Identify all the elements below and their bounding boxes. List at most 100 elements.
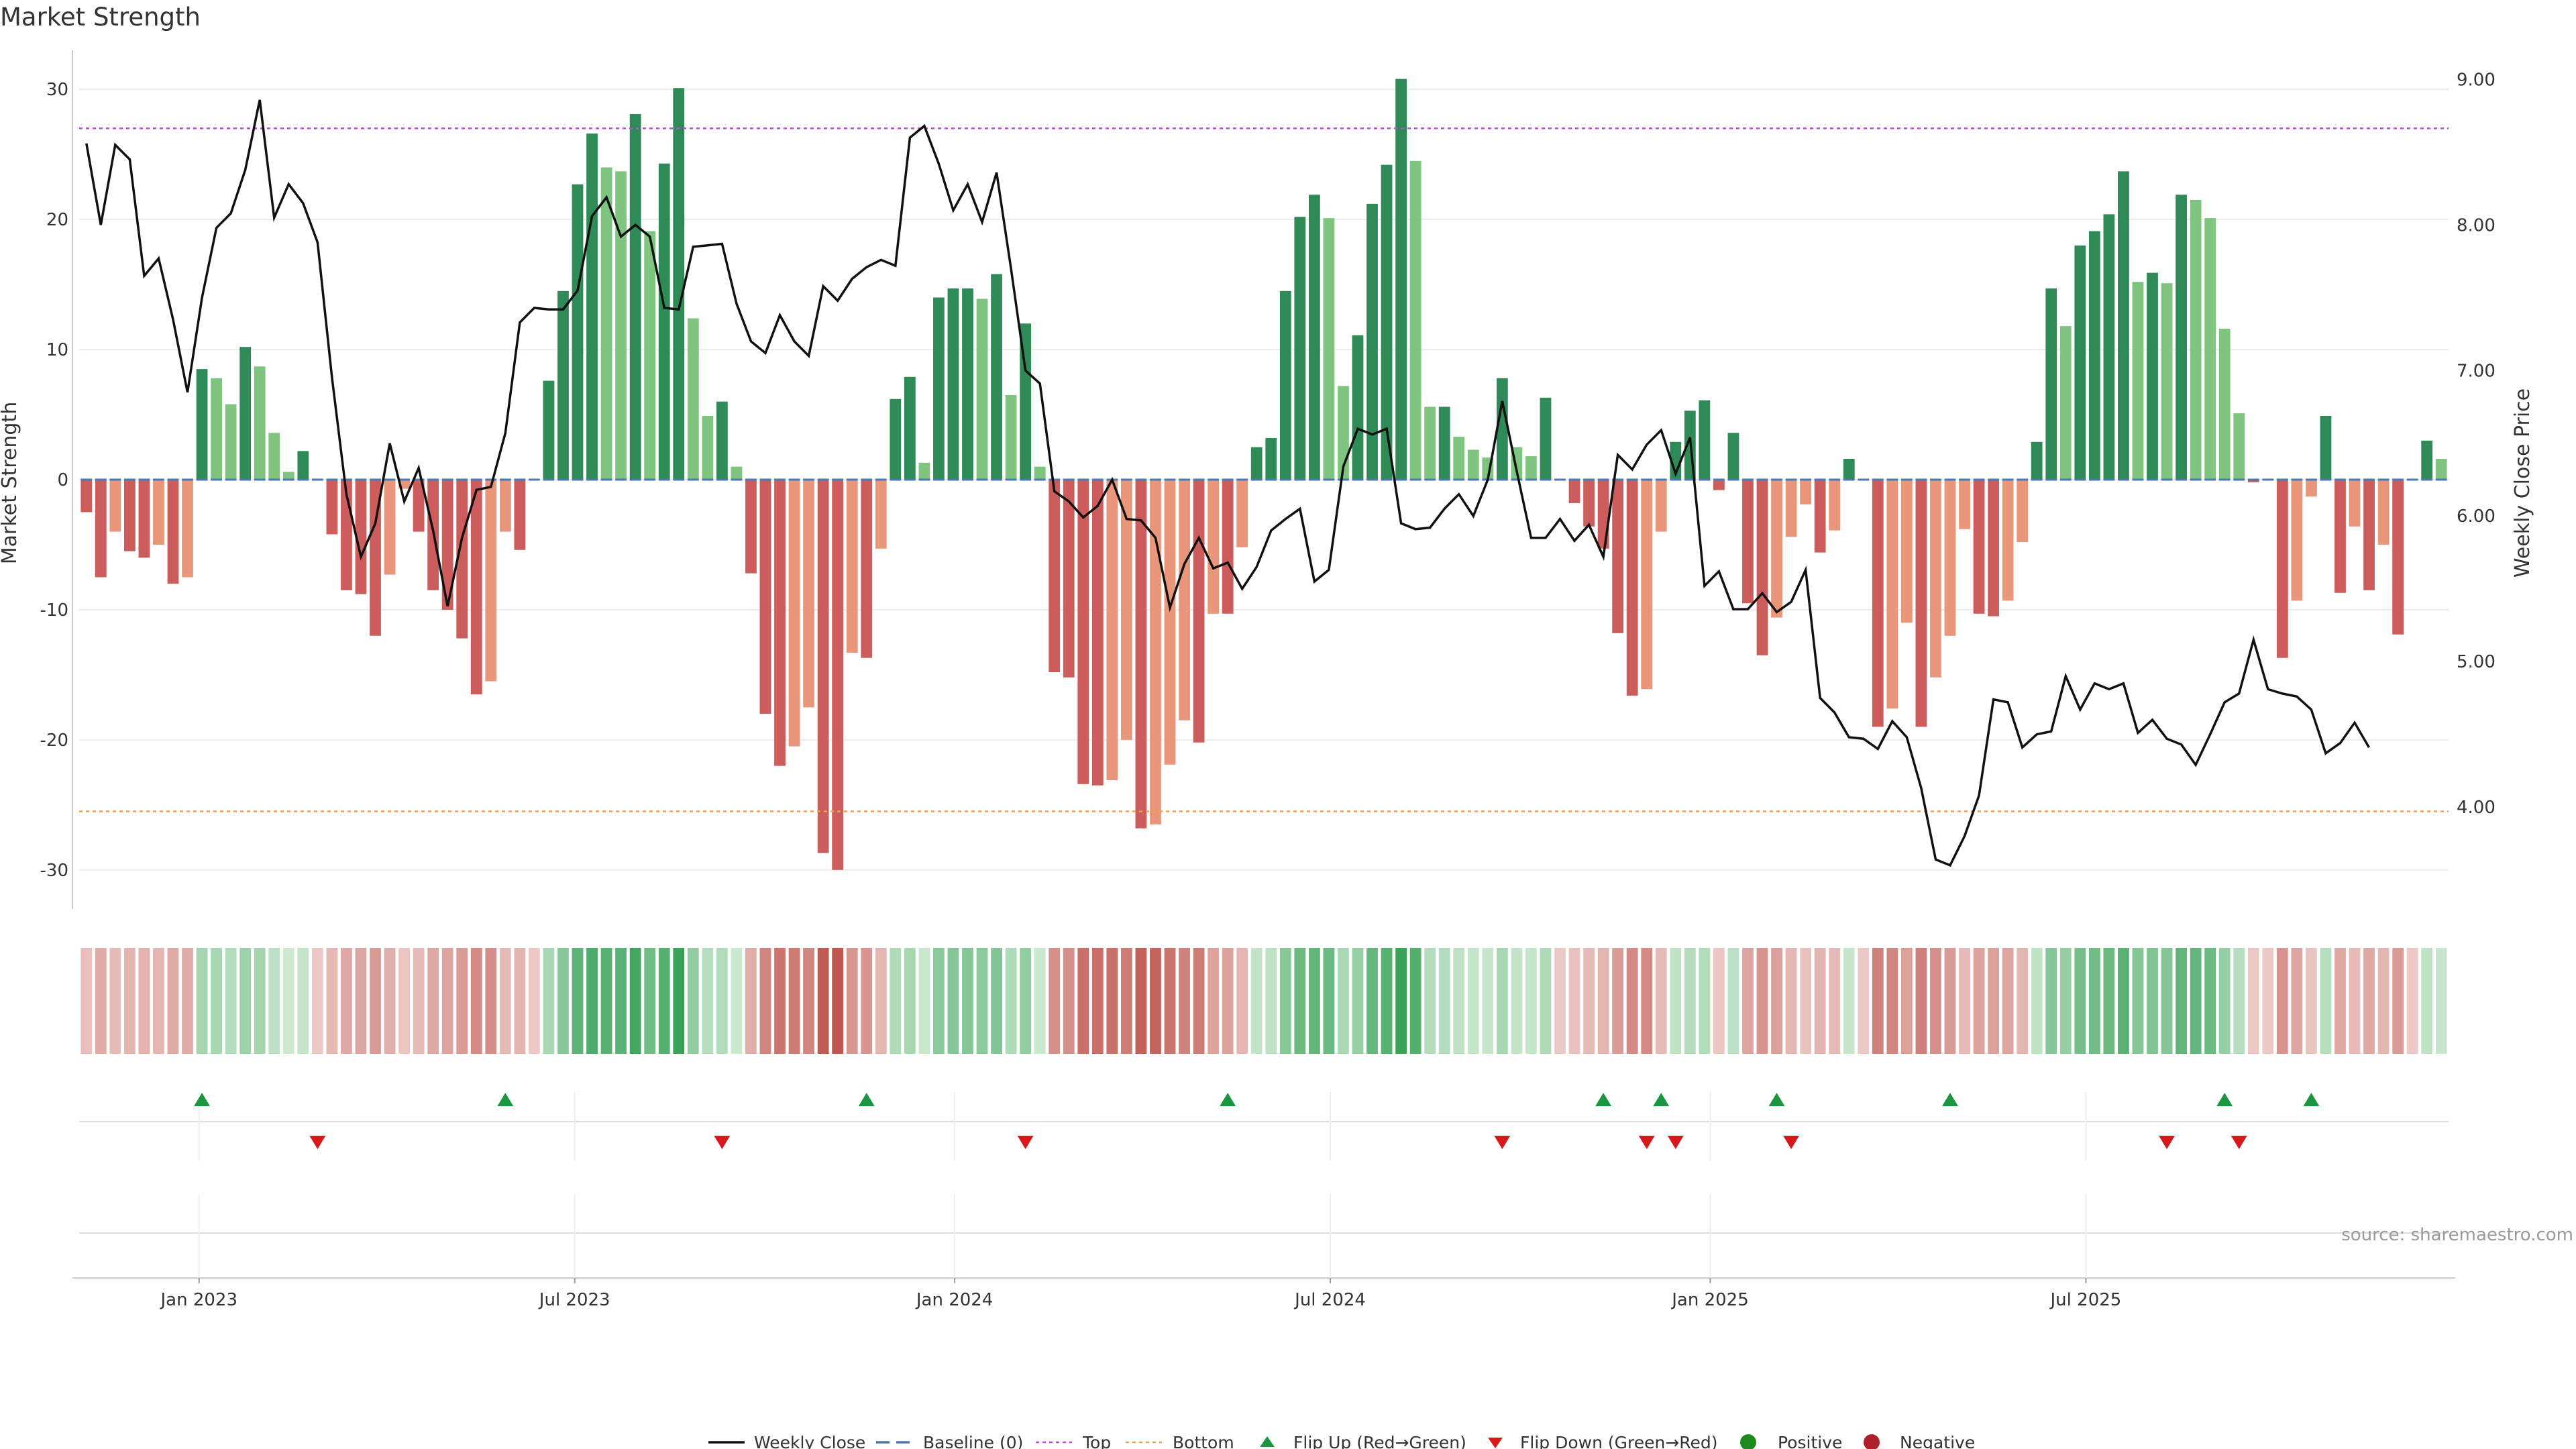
strength-bar (138, 480, 150, 558)
legend-label-baseline: Baseline (0) (923, 1433, 1023, 1449)
x-axis-date-ticks: Jan 2023 Jul 2023 Jan 2024 Jul 2024 Jan 2025… (159, 1278, 2121, 1310)
heat-cell (759, 948, 771, 1054)
heat-cell (745, 948, 757, 1054)
heat-cell (1395, 948, 1407, 1054)
flip-down-markers (309, 1136, 2247, 1149)
heat-cell (254, 948, 266, 1054)
heat-cell (2334, 948, 2346, 1054)
right-axis-label: Weekly Close Price (2511, 388, 2534, 578)
strength-bar (2002, 480, 2014, 601)
strength-bar (182, 480, 193, 578)
strength-bar (1655, 480, 1667, 532)
heat-cell (1900, 948, 1913, 1054)
heat-cell (1699, 948, 1711, 1054)
heat-cell (1121, 948, 1132, 1054)
flip-up-markers (194, 1093, 2320, 1106)
heat-cell (182, 948, 193, 1054)
heat-cell (427, 948, 439, 1054)
heat-cell (1771, 948, 1782, 1054)
heat-cell (572, 948, 584, 1054)
heat-cell (1049, 948, 1061, 1054)
date-tick-label: Jul 2025 (2049, 1290, 2122, 1310)
strength-bar (2031, 441, 2043, 480)
heat-cell (1626, 948, 1638, 1054)
heat-cell (485, 948, 497, 1054)
flip-up-marker (1653, 1093, 1670, 1106)
heat-cell (326, 948, 338, 1054)
strength-bar (1265, 437, 1277, 480)
strength-bar (1308, 195, 1320, 480)
heat-cell (1612, 948, 1624, 1054)
heat-cell (1959, 948, 1970, 1054)
heat-cell (1930, 948, 1941, 1054)
strength-bar (817, 480, 829, 853)
main-plot-area: 30 20 10 0 -10 -20 -30 9.00 8.00 7.00 6.00 5.00 4.0… (40, 50, 2496, 909)
heat-cell (2190, 948, 2202, 1054)
heat-cell (153, 948, 164, 1054)
heat-cell (1973, 948, 1985, 1054)
legend-swatch-flip-down-icon (1488, 1438, 1503, 1448)
strength-bar (1453, 437, 1465, 480)
heat-cell (803, 948, 814, 1054)
strength-bar (1742, 480, 1754, 604)
heat-cell (2118, 948, 2129, 1054)
heat-cell (615, 948, 627, 1054)
heat-cell (716, 948, 728, 1054)
strength-bar (167, 480, 179, 584)
strength-bar (1886, 480, 1898, 709)
strength-bar (1208, 480, 1220, 614)
heat-cell (1886, 948, 1898, 1054)
heat-cell (297, 948, 309, 1054)
heat-cell (123, 948, 136, 1054)
heat-cell (1814, 948, 1826, 1054)
heat-cell (2291, 948, 2303, 1054)
strength-bar (470, 480, 482, 694)
chart-title: Market Strength (0, 3, 201, 32)
strength-bar (2147, 272, 2158, 480)
legend: Weekly Close Baseline (0) Top Bottom Fli… (708, 1433, 1975, 1449)
flip-down-marker (2159, 1136, 2176, 1149)
heat-cell (384, 948, 396, 1054)
strength-bar (456, 480, 468, 639)
strength-bar (254, 366, 266, 480)
heat-cell (499, 948, 511, 1054)
left-tick-label: 10 (46, 340, 68, 360)
strength-bar (1583, 480, 1595, 527)
strength-bar (947, 288, 959, 480)
heat-cell (2132, 948, 2144, 1054)
heat-cell (2204, 948, 2216, 1054)
strength-bar (2088, 231, 2100, 480)
strength-bar (1727, 433, 1739, 480)
flip-down-marker (1638, 1136, 1655, 1149)
strength-bar (1699, 400, 1711, 480)
heat-cell (2247, 948, 2259, 1054)
strength-bar (1222, 480, 1234, 614)
heat-cell (1988, 948, 1999, 1054)
strength-bar (543, 380, 555, 480)
heat-cell (933, 948, 945, 1054)
strength-bar (1179, 480, 1190, 720)
strength-bar (211, 378, 222, 480)
heat-cell (2147, 948, 2158, 1054)
legend-label-flip-up: Flip Up (Red→Green) (1293, 1433, 1466, 1449)
legend-label-positive: Positive (1778, 1433, 1842, 1449)
strength-bar (774, 480, 786, 766)
heat-cell (1453, 948, 1465, 1054)
strength-bar (1381, 164, 1393, 480)
strength-bar (1135, 480, 1147, 828)
left-tick-label: 30 (46, 80, 68, 100)
heat-cell (529, 948, 540, 1054)
heat-cell (2276, 948, 2288, 1054)
heat-cell (1670, 948, 1682, 1054)
legend-item-weekly-close: Weekly Close (708, 1433, 865, 1449)
right-tick-label: 9.00 (2457, 70, 2496, 90)
strength-bar (1294, 217, 1306, 480)
heat-cell (1525, 948, 1537, 1054)
legend-item-baseline: Baseline (0) (876, 1433, 1023, 1449)
heat-cell (1915, 948, 1927, 1054)
heat-cell (1727, 948, 1739, 1054)
strength-bar (976, 299, 988, 480)
strength-bar (2132, 282, 2144, 480)
flip-up-marker (1768, 1093, 1785, 1106)
flip-up-marker (1220, 1093, 1236, 1106)
